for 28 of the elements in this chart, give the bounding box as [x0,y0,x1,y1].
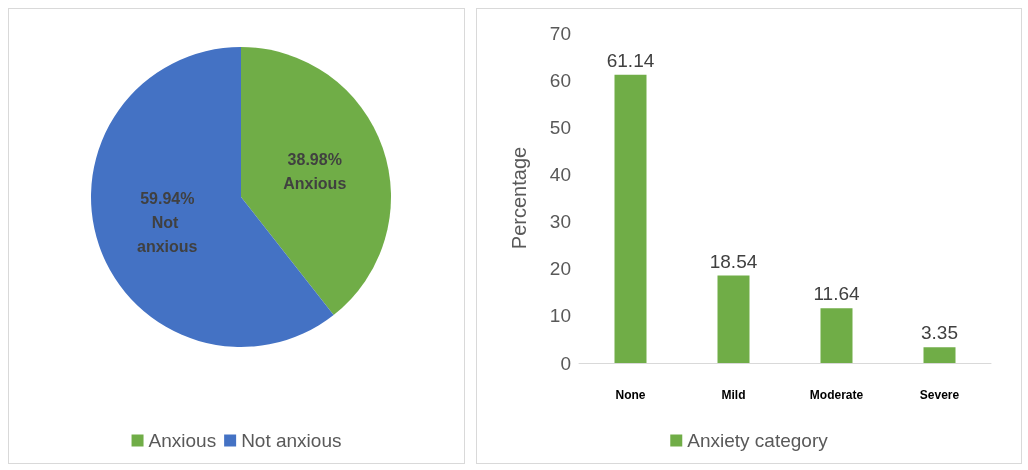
bar [614,74,647,363]
x-tick-label: Severe [919,388,960,402]
legend-label: Not anxious [241,430,342,451]
bar [923,347,956,363]
slice-label: Not anxious [137,213,198,255]
bar [820,308,853,363]
x-tick-label: Mild [721,388,746,402]
y-tick-label: 30 [549,211,571,233]
legend-label: Anxious [148,430,217,451]
y-tick-label: 20 [549,258,571,280]
y-axis-title: Percentage [508,146,530,250]
x-tick-label: Moderate [809,388,864,402]
y-tick-label: 10 [549,305,571,327]
data-label: 3.35 [921,322,958,344]
data-label: 38.98% [287,151,342,169]
legend-label: Anxiety category [687,430,829,451]
y-tick-label: 50 [549,116,571,138]
y-tick-label: 60 [549,69,571,91]
data-label: 18.54 [709,250,758,272]
data-label: 61.14 [606,49,655,71]
data-label: 59.94% [140,189,195,207]
data-label: 11.64 [813,283,860,305]
slice-label: Anxious [283,175,347,193]
y-tick-label: 40 [549,163,571,185]
y-tick-label: 0 [560,352,571,374]
x-tick-label: None [615,388,646,402]
bar [717,275,750,363]
y-tick-label: 70 [549,22,571,44]
